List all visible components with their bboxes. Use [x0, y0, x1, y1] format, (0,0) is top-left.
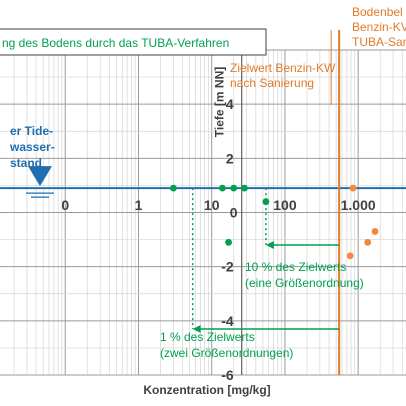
reduction-marker-label: 1 % des Zielwerts (zwei Größenordnungen): [160, 330, 293, 360]
data-point: [241, 184, 248, 192]
data-point: [230, 184, 238, 192]
y-tick-label: -4: [221, 313, 234, 329]
x-tick-label: 1: [135, 197, 143, 213]
data-point: [371, 228, 379, 235]
reduction-marker-label: 10 % des Zielwerts (eine Größenordnung): [245, 260, 364, 290]
x-tick-label: 0: [61, 197, 69, 213]
target-value-label: Zielwert Benzin-KW nach Sanierung: [230, 61, 336, 90]
y-tick-label: 4: [226, 96, 234, 112]
x-tick-label: 1.000: [341, 197, 376, 213]
right-legend-label: Bodenbel Benzin-KV TUBA-San: [352, 5, 406, 49]
y-axis-title: Tiefe [m NN]: [213, 67, 227, 137]
reduction-marker-arrowhead: [265, 241, 274, 249]
data-point: [170, 184, 177, 192]
water-level-label: er Tide-wasser-stand: [9, 124, 55, 170]
data-point: [225, 238, 232, 246]
water-level-icon: [28, 166, 52, 187]
x-tick-label: 10: [204, 197, 220, 213]
data-point: [262, 198, 270, 206]
data-point: [346, 252, 354, 260]
y-tick-label: -6: [221, 367, 234, 383]
reduction-marker-arrowhead: [192, 324, 201, 333]
y-tick-label: 0: [230, 205, 238, 221]
data-point: [349, 184, 357, 192]
annotations: er Tide-wasser-stand Zielwert Benzin-KW na…: [0, 5, 406, 375]
x-tick-label: 100: [273, 197, 297, 213]
y-tick-label: 2: [226, 150, 234, 166]
data-point: [218, 184, 226, 192]
chart-title: ng des Bodens durch das TUBA-Verfahren: [2, 36, 229, 50]
data-point: [364, 238, 372, 246]
y-tick-label: -2: [221, 259, 234, 275]
data-points: [170, 184, 379, 260]
title-box: [0, 28, 267, 56]
x-axis-title: Konzentration [mg/kg]: [143, 383, 270, 397]
